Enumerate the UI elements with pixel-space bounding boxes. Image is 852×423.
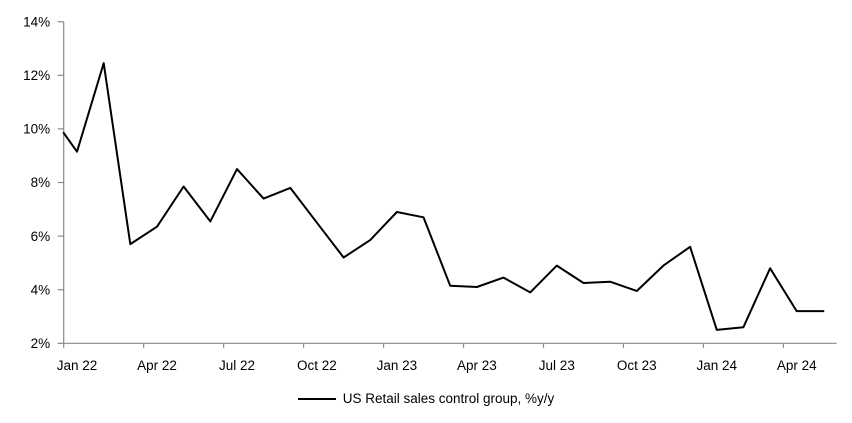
x-tick-label: Jul 23 <box>539 358 575 373</box>
x-tick-label: Apr 22 <box>137 358 177 373</box>
legend: US Retail sales control group, %y/y <box>0 390 852 407</box>
x-tick-label: Oct 23 <box>617 358 657 373</box>
y-tick-label: 2% <box>31 336 51 351</box>
y-tick-label: 10% <box>23 122 50 137</box>
y-tick-label: 14% <box>23 14 50 29</box>
x-tick-label: Jul 22 <box>219 358 255 373</box>
line-chart-plot: 2% 4% 6% 8% 10% 12% 14% Jan 22 Apr 22 Jul 22 Oct 2… <box>23 14 837 373</box>
legend-label: US Retail sales control group, %y/y <box>342 391 555 406</box>
legend-line-swatch <box>297 397 336 400</box>
x-tick-label: Oct 22 <box>297 358 337 373</box>
y-tick-label: 6% <box>31 229 51 244</box>
x-tick-label: Apr 24 <box>777 358 817 373</box>
y-tick-label: 4% <box>31 282 51 297</box>
x-tick-label: Jan 24 <box>696 358 737 373</box>
y-tick-label: 12% <box>23 68 50 83</box>
y-tick-label: 8% <box>31 175 51 190</box>
series-line-retail-control-group <box>62 62 825 331</box>
x-tick-label: Jan 22 <box>57 358 98 373</box>
x-tick-label: Apr 23 <box>457 358 497 373</box>
x-tick-label: Jan 23 <box>377 358 418 373</box>
